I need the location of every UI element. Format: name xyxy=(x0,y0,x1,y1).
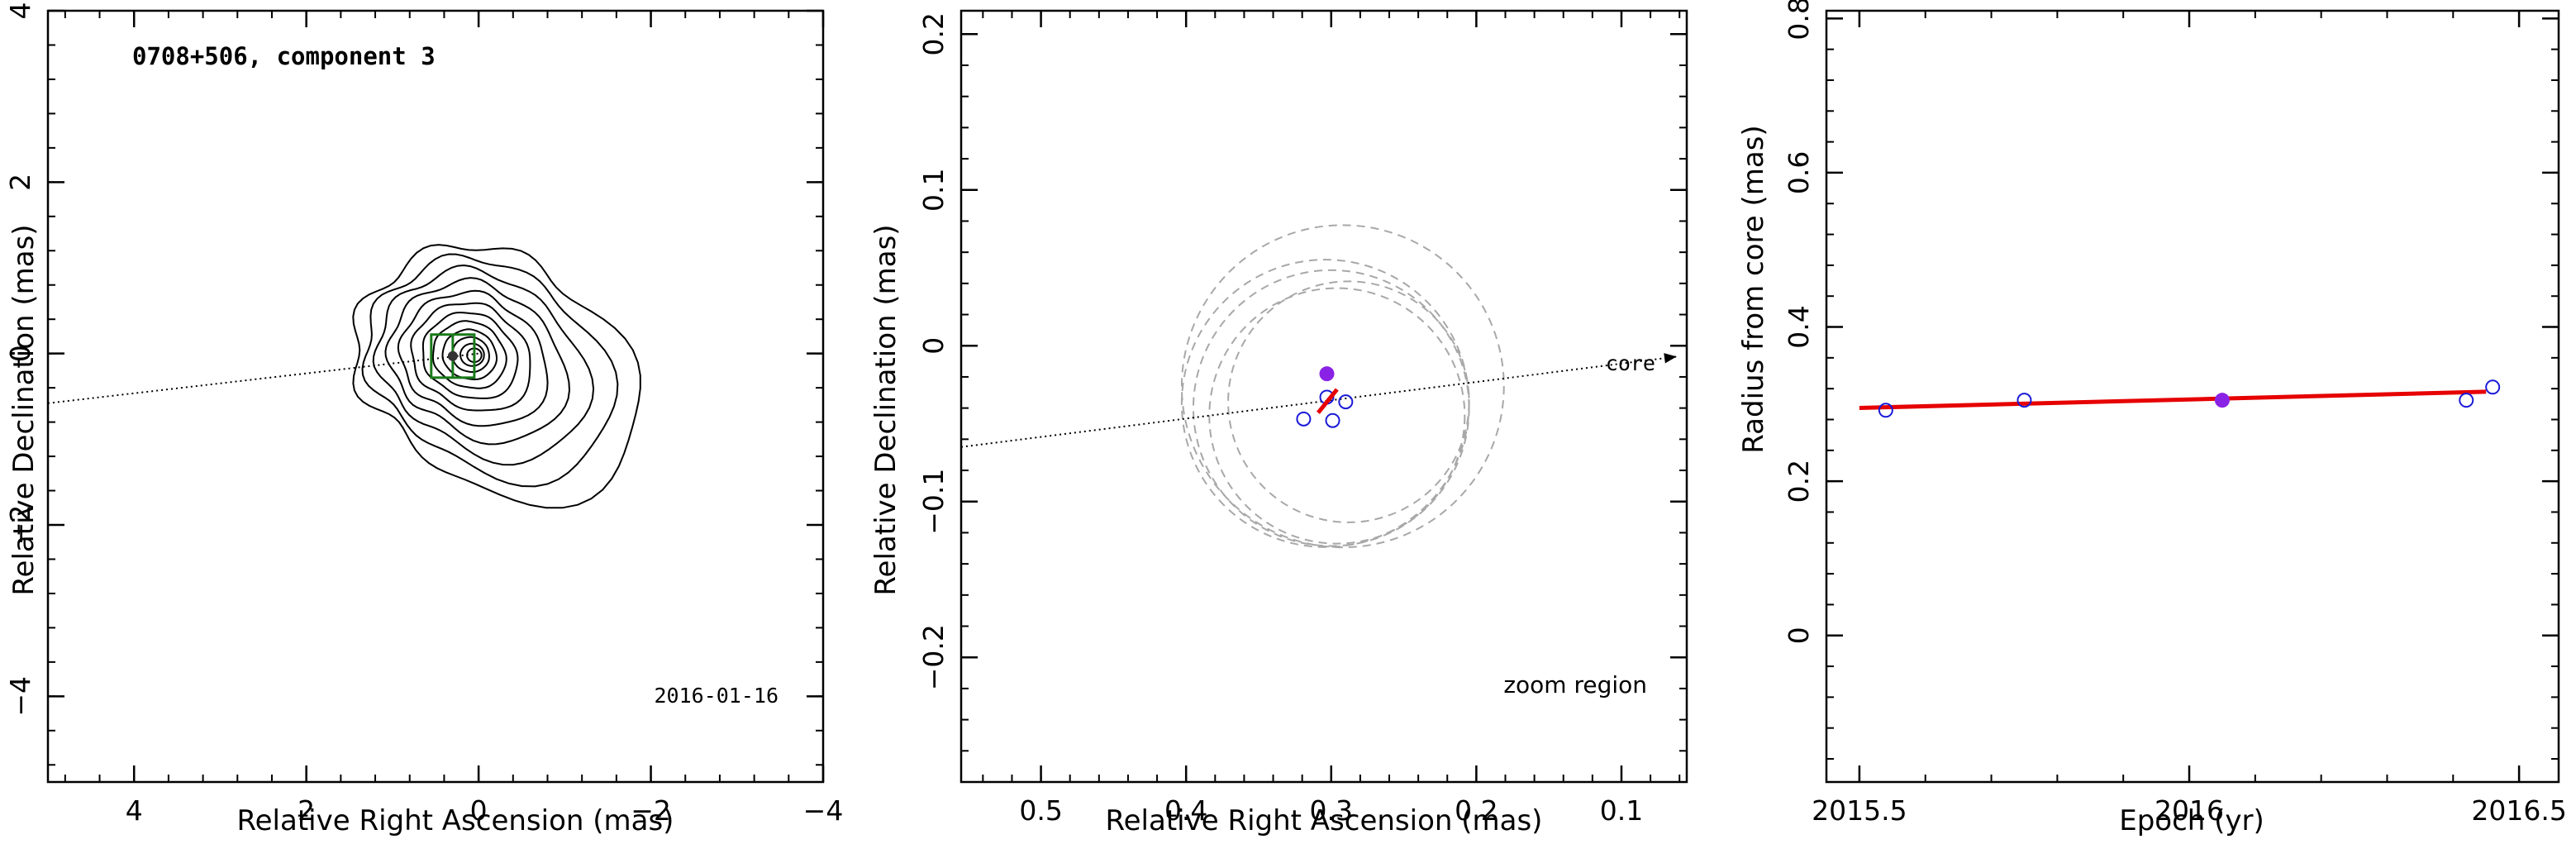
y-tick-label: −0.1 xyxy=(917,469,950,535)
contour-level xyxy=(450,336,490,373)
component-point xyxy=(447,350,458,361)
y-tick-label: 0.8 xyxy=(1783,0,1815,41)
uncertainty-circle xyxy=(1180,259,1470,548)
contour-level xyxy=(459,342,485,367)
x-tick-label: 2 xyxy=(298,794,315,827)
position-point xyxy=(1325,412,1340,428)
x-tick-label: 0 xyxy=(470,794,488,827)
uncertainty-circles xyxy=(1180,224,1505,549)
contour-level xyxy=(397,289,549,427)
y-tick-label: 0.2 xyxy=(917,12,950,55)
radius-point xyxy=(2459,393,2474,408)
highlighted-point xyxy=(1319,366,1335,382)
y-tick-label: 4 xyxy=(4,2,36,20)
radius-point xyxy=(2485,379,2501,395)
panel-zoom-region: 0.5 0.4 0.3 0.2 0.1 −0.2 −0.1 0 0.1 0.2 core zoom… xyxy=(869,9,1688,837)
plot-frame xyxy=(959,9,1688,784)
highlighted-point xyxy=(2214,393,2230,408)
y-tick-label: 0.6 xyxy=(1783,151,1815,194)
x-axis-label: Relative Right Ascension (mas) xyxy=(237,804,674,837)
y-tick-label: 0 xyxy=(1783,627,1815,644)
axes-frame: 2015.5 2016 2016.5 0 0.2 0.4 0.6 0.8 xyxy=(1783,0,2567,827)
y-tick-label: 0.4 xyxy=(1783,305,1815,348)
y-tick-label: −2 xyxy=(4,505,36,546)
x-tick-label: 0.1 xyxy=(1600,794,1643,827)
x-axis-label: Epoch (yr) xyxy=(2119,804,2264,837)
y-tick-label: 0.1 xyxy=(917,169,950,212)
x-tick-label: 0.2 xyxy=(1455,794,1498,827)
x-tick-label: 4 xyxy=(126,794,143,827)
plot-frame xyxy=(46,9,825,784)
contour-level xyxy=(410,302,531,412)
core-direction-line xyxy=(960,355,1677,448)
fit-segment xyxy=(1317,388,1339,414)
y-tick-label: 0.2 xyxy=(1783,460,1815,503)
y-tick-label: −0.2 xyxy=(917,624,950,690)
epoch-annotation: 2016-01-16 xyxy=(654,684,779,708)
fit-line xyxy=(1859,389,2487,410)
position-point xyxy=(1338,394,1354,410)
zoom-annotation: zoom region xyxy=(1503,671,1647,699)
x-tick-label: −2 xyxy=(631,794,671,827)
x-tick-label: 2015.5 xyxy=(1812,794,1907,827)
contour-level xyxy=(361,253,619,488)
component-markers xyxy=(430,333,476,379)
x-tick-label: 2016.5 xyxy=(2471,794,2566,827)
contour-level xyxy=(352,244,641,509)
x-tick-label: 0.4 xyxy=(1164,794,1207,827)
x-tick-label: 0.3 xyxy=(1310,794,1353,827)
y-axis-label: Relative Declination (mas) xyxy=(869,224,902,595)
y-tick-label: −4 xyxy=(4,676,36,717)
radius-markers xyxy=(1859,379,2501,418)
x-tick-label: 2016 xyxy=(2155,794,2224,827)
contour-level xyxy=(466,347,483,363)
y-tick-label: 0 xyxy=(4,345,36,362)
core-direction-line xyxy=(960,353,1677,448)
core-direction-line xyxy=(47,352,479,404)
axes-frame: 0.5 0.4 0.3 0.2 0.1 −0.2 −0.1 0 0.1 0.2 xyxy=(917,9,1688,827)
x-axis-label: Relative Right Ascension (mas) xyxy=(1106,804,1543,837)
contour-level xyxy=(431,320,507,389)
panel-contour-map: 4 2 0 −2 −4 −4 −2 0 2 4 0708+506, component 3 201… xyxy=(4,2,843,838)
uncertainty-circle xyxy=(1180,224,1505,549)
panel-radius-vs-epoch: 2015.5 2016 2016.5 0 0.2 0.4 0.6 0.8 Epoch (yr)… xyxy=(1737,0,2567,837)
core-arrowhead xyxy=(1664,353,1677,364)
y-axis-label: Radius from core (mas) xyxy=(1737,125,1770,453)
axes-frame: 4 2 0 −2 −4 −4 −2 0 2 4 xyxy=(4,2,843,827)
contour-level xyxy=(421,312,519,399)
y-tick-label: 2 xyxy=(4,174,36,191)
x-tick-label: −4 xyxy=(803,794,844,827)
contour-level xyxy=(372,264,595,466)
radius-point xyxy=(2017,393,2032,408)
core-arrow-label: core xyxy=(1606,351,1655,375)
position-markers xyxy=(1296,366,1354,428)
panel-title: 0708+506, component 3 xyxy=(132,42,436,70)
y-axis-label: Relative Declination (mas) xyxy=(7,224,40,595)
uncertainty-circle xyxy=(1227,280,1470,523)
x-tick-label: 0.5 xyxy=(1019,794,1062,827)
radius-point xyxy=(1878,403,1893,418)
y-tick-label: 0 xyxy=(917,337,950,355)
contour-level xyxy=(384,277,571,446)
plot-frame xyxy=(1825,9,2560,784)
uncertainty-circle xyxy=(1208,287,1466,545)
position-point xyxy=(1296,411,1312,427)
contour-lines xyxy=(352,244,641,509)
core-direction-line xyxy=(47,352,479,404)
